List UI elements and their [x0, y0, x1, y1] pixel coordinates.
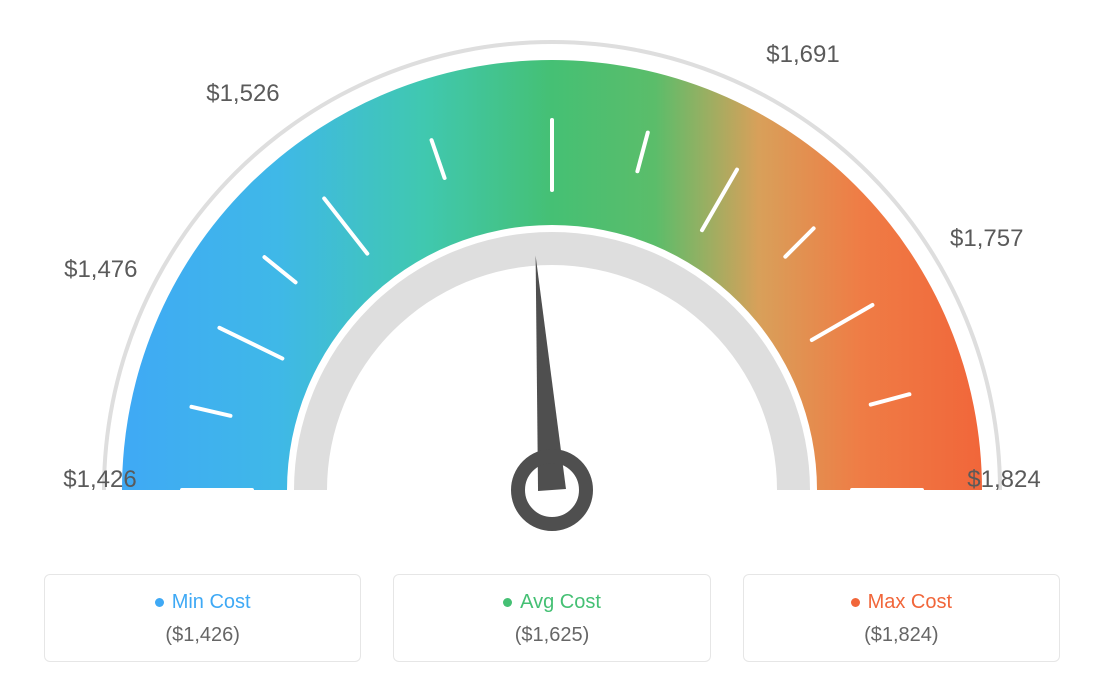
gauge-chart: $1,426 $1,476 $1,526 $1,625 $1,691 $1,757 $1,8… [0, 0, 1104, 550]
legend-dot-max [851, 598, 860, 607]
legend-label-wrap: Min Cost [155, 591, 251, 614]
gauge-tick-label: $1,476 [64, 256, 137, 284]
gauge-tick-label: $1,824 [967, 466, 1040, 494]
legend-label-wrap: Avg Cost [503, 591, 601, 614]
legend-label-max: Max Cost [868, 591, 952, 614]
legend-value-min: ($1,426) [55, 624, 350, 647]
cost-gauge-container: $1,426 $1,476 $1,526 $1,625 $1,691 $1,757 $1,8… [0, 0, 1104, 690]
gauge-tick-label: $1,625 [515, 0, 588, 2]
legend-row: Min Cost ($1,426) Avg Cost ($1,625) Max … [0, 574, 1104, 662]
legend-dot-min [155, 598, 164, 607]
legend-value-avg: ($1,625) [404, 624, 699, 647]
legend-label-avg: Avg Cost [520, 591, 601, 614]
legend-label-wrap: Max Cost [851, 591, 952, 614]
legend-card-avg: Avg Cost ($1,625) [393, 574, 710, 662]
gauge-svg [0, 0, 1104, 560]
gauge-tick-label: $1,426 [63, 466, 136, 494]
legend-card-max: Max Cost ($1,824) [743, 574, 1060, 662]
gauge-tick-label: $1,526 [206, 80, 279, 108]
gauge-tick-label: $1,757 [950, 225, 1023, 253]
legend-dot-avg [503, 598, 512, 607]
legend-card-min: Min Cost ($1,426) [44, 574, 361, 662]
legend-value-max: ($1,824) [754, 624, 1049, 647]
gauge-tick-label: $1,691 [766, 41, 839, 69]
legend-label-min: Min Cost [172, 591, 251, 614]
